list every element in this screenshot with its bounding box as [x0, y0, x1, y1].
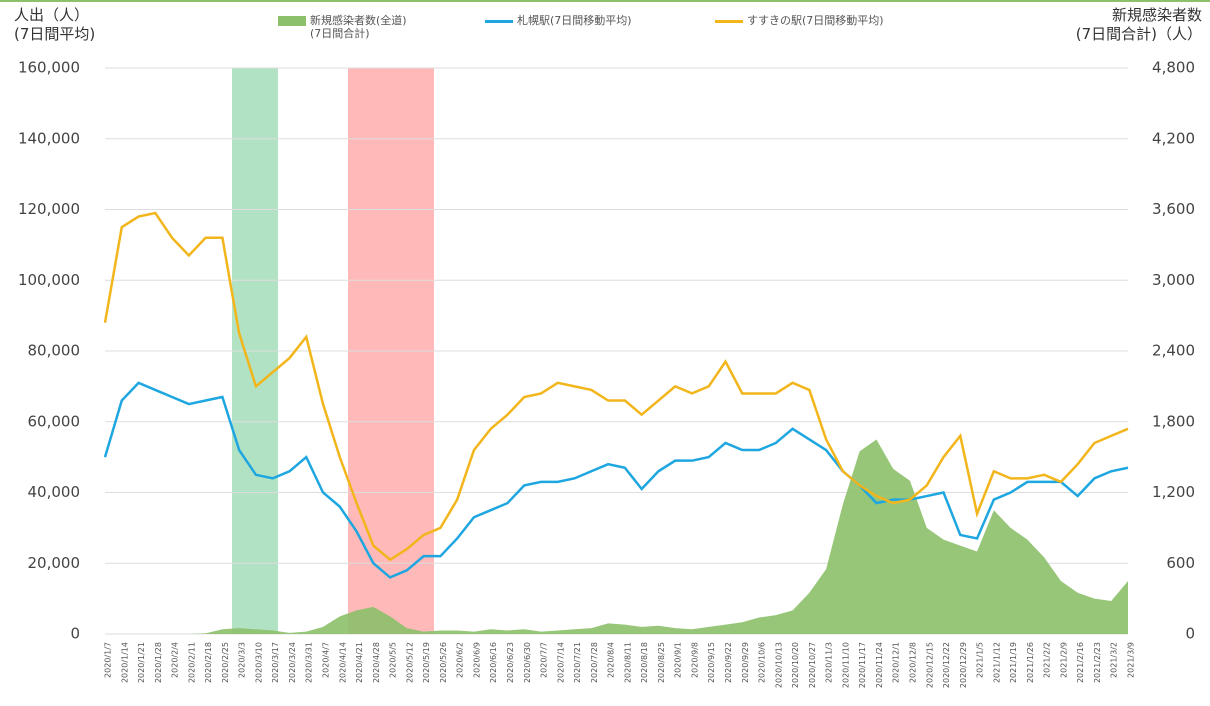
- cases-area: [105, 439, 1128, 634]
- y-tick-label: 40,000: [28, 483, 81, 501]
- x-tick-label: 2020/5/26: [439, 642, 448, 683]
- x-tick-label: 2020/9/1: [674, 642, 683, 678]
- x-tick-label: 2020/10/6: [758, 642, 767, 683]
- x-tick-label: 2020/11/24: [875, 642, 884, 688]
- x-tick-label: 2020/7/14: [556, 642, 565, 683]
- x-tick-label: 2020/6/9: [472, 642, 481, 678]
- x-tick-label: 2020/1/7: [104, 642, 113, 678]
- x-tick-label: 2020/9/29: [741, 642, 750, 683]
- y2-tick-label: 4,200: [1152, 129, 1195, 147]
- y-tick-label: 60,000: [28, 412, 81, 430]
- y-tick-label: 100,000: [18, 271, 80, 289]
- y-tick-label: 0: [70, 625, 80, 643]
- x-tick-label: 2020/4/14: [338, 642, 347, 683]
- x-tick-label: 2020/10/27: [808, 642, 817, 688]
- y-axis-title: 人出（人） (7日間平均): [14, 6, 96, 43]
- y-tick-label: 140,000: [18, 129, 80, 147]
- x-tick-label: 2020/11/10: [841, 642, 850, 688]
- y2-tick-label: 3,600: [1152, 200, 1195, 218]
- x-tick-label: 2021/1/5: [976, 642, 985, 678]
- x-tick-label: 2020/9/22: [724, 642, 733, 683]
- x-tick-label: 2020/4/28: [372, 642, 381, 683]
- x-tick-label: 2021/3/9: [1127, 642, 1136, 678]
- x-tick-label: 2020/6/16: [489, 642, 498, 683]
- x-tick-label: 2020/1/14: [120, 642, 129, 683]
- x-tick-label: 2020/5/5: [389, 642, 398, 678]
- x-tick-label: 2020/10/20: [791, 642, 800, 688]
- legend-label: すすきの駅(7日間移動平均): [747, 14, 884, 27]
- x-tick-label: 2020/9/15: [707, 642, 716, 683]
- x-tick-label: 2020/4/7: [322, 642, 331, 678]
- x-tick-label: 2020/3/31: [305, 642, 314, 683]
- series-line: [103, 381, 1129, 579]
- x-tick-label: 2020/11/3: [825, 642, 834, 683]
- x-tick-label: 2020/4/21: [355, 642, 364, 683]
- x-tick-label: 2020/2/25: [221, 642, 230, 683]
- y2-tick-label: 3,000: [1152, 271, 1195, 289]
- x-tick-label: 2020/7/28: [590, 642, 599, 683]
- y-tick-label: 80,000: [28, 342, 81, 360]
- x-tick-label: 2020/6/23: [506, 642, 515, 683]
- x-tick-label: 2020/9/8: [690, 642, 699, 678]
- x-tick-label: 2021/1/26: [1026, 642, 1035, 683]
- x-tick-label: 2020/5/19: [422, 642, 431, 683]
- legend-swatch: [278, 16, 306, 26]
- x-tick-label: 2020/12/1: [892, 642, 901, 683]
- x-tick-label: 2020/3/10: [254, 642, 263, 683]
- x-tick-label: 2020/2/11: [187, 642, 196, 683]
- legend-swatch: [485, 20, 513, 23]
- x-tick-label: 2021/2/9: [1059, 642, 1068, 678]
- x-tick-label: 2020/8/4: [607, 642, 616, 678]
- x-tick-label: 2020/8/11: [623, 642, 632, 683]
- x-tick-label: 2021/3/2: [1110, 642, 1119, 678]
- x-tick-label: 2021/1/12: [992, 642, 1001, 683]
- x-tick-label: 2020/12/29: [959, 642, 968, 688]
- x-tick-label: 2020/3/17: [271, 642, 280, 683]
- x-tick-label: 2020/1/21: [137, 642, 146, 683]
- legend-swatch: [715, 20, 743, 23]
- x-tick-label: 2020/2/18: [204, 642, 213, 683]
- x-tick-label: 2020/6/30: [523, 642, 532, 683]
- legend-label: 札幌駅(7日間移動平均): [517, 14, 632, 27]
- x-tick-label: 2020/6/2: [456, 642, 465, 678]
- x-tick-label: 2021/1/19: [1009, 642, 1018, 683]
- x-tick-label: 2020/5/12: [405, 642, 414, 683]
- y2-tick-label: 1,200: [1152, 483, 1195, 501]
- y-tick-label: 20,000: [28, 554, 81, 572]
- x-tick-label: 2020/3/3: [238, 642, 247, 678]
- series-line: [103, 211, 1129, 562]
- x-tick-label: 2020/8/18: [640, 642, 649, 683]
- y2-tick-label: 1,800: [1152, 412, 1195, 430]
- x-tick-label: 2020/3/24: [288, 642, 297, 683]
- x-tick-label: 2020/2/4: [171, 642, 180, 678]
- x-tick-label: 2021/2/16: [1076, 642, 1085, 683]
- y-tick-label: 120,000: [18, 200, 80, 218]
- y2-tick-label: 2,400: [1152, 342, 1195, 360]
- y2-tick-label: 4,800: [1152, 59, 1195, 77]
- x-tick-label: 2021/2/23: [1093, 642, 1102, 683]
- x-tick-label: 2020/11/17: [858, 642, 867, 688]
- x-tick-label: 2020/8/25: [657, 642, 666, 683]
- x-tick-label: 2020/12/15: [925, 642, 934, 688]
- x-tick-label: 2020/1/28: [154, 642, 163, 683]
- y2-tick-label: 0: [1185, 625, 1195, 643]
- x-tick-label: 2021/2/2: [1043, 642, 1052, 678]
- y-tick-label: 160,000: [18, 59, 80, 77]
- x-tick-label: 2020/12/8: [908, 642, 917, 683]
- y2-tick-label: 600: [1166, 554, 1195, 572]
- x-tick-label: 2020/12/22: [942, 642, 951, 688]
- x-tick-label: 2020/7/7: [540, 642, 549, 678]
- x-tick-label: 2020/10/13: [774, 642, 783, 688]
- y2-axis-title: 新規感染者数 (7日間合計)（人）: [1075, 6, 1202, 43]
- legend-label: 新規感染者数(全道) (7日間合計): [310, 14, 407, 40]
- x-tick-label: 2020/7/21: [573, 642, 582, 683]
